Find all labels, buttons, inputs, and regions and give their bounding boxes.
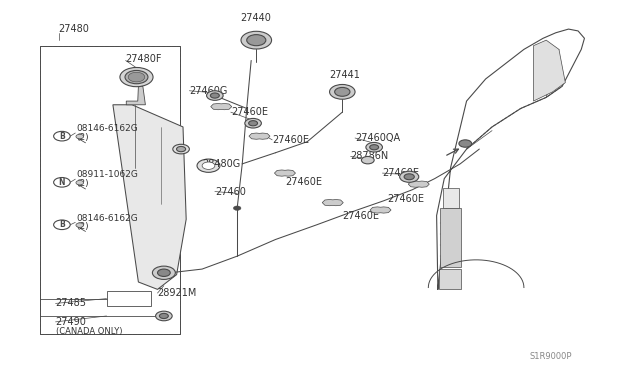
- Circle shape: [125, 70, 148, 84]
- Text: 28786N: 28786N: [351, 151, 389, 161]
- Circle shape: [330, 84, 355, 99]
- Polygon shape: [126, 86, 145, 105]
- Bar: [40, 46, 180, 334]
- Polygon shape: [211, 103, 232, 110]
- Text: (CANADA ONLY): (CANADA ONLY): [56, 327, 122, 336]
- Text: 08146-6162G: 08146-6162G: [77, 124, 138, 133]
- Text: 28480G: 28480G: [202, 159, 241, 169]
- Text: (2): (2): [77, 133, 89, 142]
- Text: 27460E: 27460E: [231, 107, 268, 117]
- Text: 27480: 27480: [59, 24, 90, 34]
- Circle shape: [152, 266, 175, 279]
- Text: 27485: 27485: [56, 298, 86, 308]
- Circle shape: [177, 147, 186, 152]
- Polygon shape: [322, 199, 343, 206]
- Circle shape: [399, 171, 419, 182]
- Text: 08146-6162G: 08146-6162G: [77, 214, 138, 222]
- Circle shape: [370, 145, 379, 150]
- Circle shape: [54, 131, 70, 141]
- Bar: [106, 291, 151, 306]
- Text: 27460E: 27460E: [383, 168, 419, 178]
- Circle shape: [335, 87, 350, 96]
- Circle shape: [246, 35, 266, 46]
- Text: 27460QA: 27460QA: [355, 133, 400, 143]
- Polygon shape: [113, 105, 186, 289]
- Circle shape: [54, 220, 70, 230]
- Text: 27460E: 27460E: [285, 177, 322, 187]
- Circle shape: [366, 142, 383, 152]
- Circle shape: [241, 31, 271, 49]
- Bar: [443, 188, 459, 208]
- Circle shape: [120, 67, 153, 87]
- Text: 27460: 27460: [215, 186, 246, 196]
- Circle shape: [128, 72, 145, 82]
- Polygon shape: [275, 170, 296, 176]
- Text: N: N: [59, 178, 65, 187]
- Circle shape: [156, 311, 172, 321]
- Text: S1R9000P: S1R9000P: [529, 352, 572, 361]
- Text: 08911-1062G: 08911-1062G: [77, 170, 138, 179]
- Polygon shape: [408, 181, 429, 187]
- Text: B: B: [59, 132, 65, 141]
- Polygon shape: [370, 207, 391, 213]
- Circle shape: [207, 91, 223, 100]
- Circle shape: [76, 180, 84, 185]
- Circle shape: [76, 134, 84, 139]
- Text: 27460E: 27460E: [387, 194, 424, 204]
- Bar: [40, 46, 180, 334]
- Polygon shape: [534, 40, 565, 101]
- Text: 27460E: 27460E: [272, 135, 309, 145]
- Circle shape: [234, 206, 241, 211]
- Bar: [440, 208, 461, 267]
- Circle shape: [54, 177, 70, 187]
- Circle shape: [459, 140, 472, 147]
- Circle shape: [362, 157, 374, 164]
- Text: 27440: 27440: [241, 13, 271, 23]
- Text: 28921M: 28921M: [157, 288, 197, 298]
- Circle shape: [202, 162, 215, 169]
- Bar: [438, 269, 461, 289]
- Text: 27490: 27490: [56, 317, 86, 327]
- Polygon shape: [249, 133, 270, 139]
- Circle shape: [245, 118, 261, 128]
- Circle shape: [404, 174, 414, 180]
- Circle shape: [157, 269, 170, 276]
- Circle shape: [159, 313, 168, 318]
- Circle shape: [173, 144, 189, 154]
- Circle shape: [211, 93, 220, 98]
- Text: 27460E: 27460E: [342, 211, 380, 221]
- Text: B: B: [59, 220, 65, 229]
- Text: 27441: 27441: [330, 70, 360, 80]
- Circle shape: [248, 121, 257, 126]
- Text: 27480F: 27480F: [125, 54, 162, 64]
- Text: (2): (2): [77, 222, 89, 231]
- Circle shape: [197, 159, 220, 172]
- Circle shape: [76, 223, 84, 227]
- Text: (2): (2): [77, 179, 89, 188]
- Text: 27460G: 27460G: [189, 86, 228, 96]
